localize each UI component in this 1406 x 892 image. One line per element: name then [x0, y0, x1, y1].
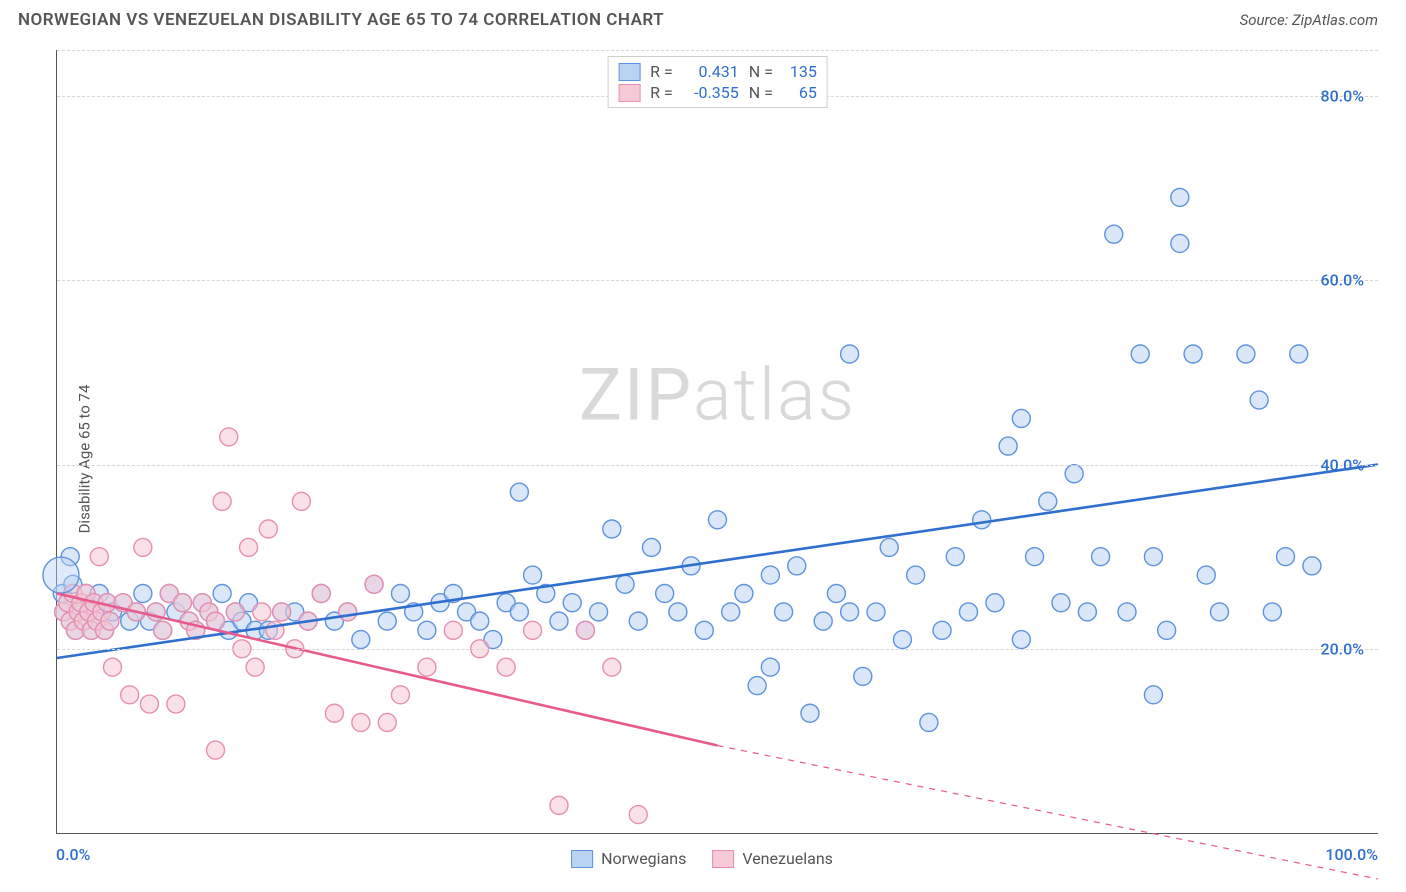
x-tick-right: 100.0%: [1325, 845, 1378, 864]
n-label: N =: [749, 62, 773, 81]
correlation-legend: R = 0.431 N = 135 R = -0.355 N = 65: [607, 56, 828, 108]
legend-row-venezuelans: R = -0.355 N = 65: [618, 82, 817, 103]
y-tick: 40.0%: [1320, 455, 1364, 474]
r-label: R =: [650, 83, 673, 102]
x-tick-left: 0.0%: [56, 845, 90, 864]
swatch-venezuelans-icon: [712, 850, 734, 868]
scatter-svg: [57, 50, 1378, 833]
r-value-norwegians: 0.431: [683, 62, 739, 81]
legend-label-venezuelans: Venezuelans: [742, 849, 833, 868]
swatch-norwegians: [618, 63, 640, 81]
y-tick: 80.0%: [1320, 87, 1364, 106]
chart-title: NORWEGIAN VS VENEZUELAN DISABILITY AGE 6…: [18, 10, 664, 30]
legend-item-norwegians: Norwegians: [571, 849, 686, 868]
legend-item-venezuelans: Venezuelans: [712, 849, 833, 868]
chart-source: Source: ZipAtlas.com: [1240, 11, 1378, 29]
series-legend: Norwegians Venezuelans: [571, 849, 833, 868]
y-tick: 20.0%: [1320, 639, 1364, 658]
chart-container: Disability Age 65 to 74 ZIPatlas R = 0.4…: [18, 44, 1386, 874]
swatch-venezuelans: [618, 84, 640, 102]
plot-area: ZIPatlas R = 0.431 N = 135 R = -0.355 N …: [56, 50, 1378, 834]
swatch-norwegians-icon: [571, 850, 593, 868]
y-tick: 60.0%: [1320, 271, 1364, 290]
chart-header: NORWEGIAN VS VENEZUELAN DISABILITY AGE 6…: [0, 0, 1406, 38]
n-value-venezuelans: 65: [783, 83, 817, 102]
n-value-norwegians: 135: [783, 62, 817, 81]
r-label: R =: [650, 62, 673, 81]
legend-label-norwegians: Norwegians: [601, 849, 686, 868]
r-value-venezuelans: -0.355: [683, 83, 739, 102]
n-label: N =: [749, 83, 773, 102]
legend-row-norwegians: R = 0.431 N = 135: [618, 61, 817, 82]
